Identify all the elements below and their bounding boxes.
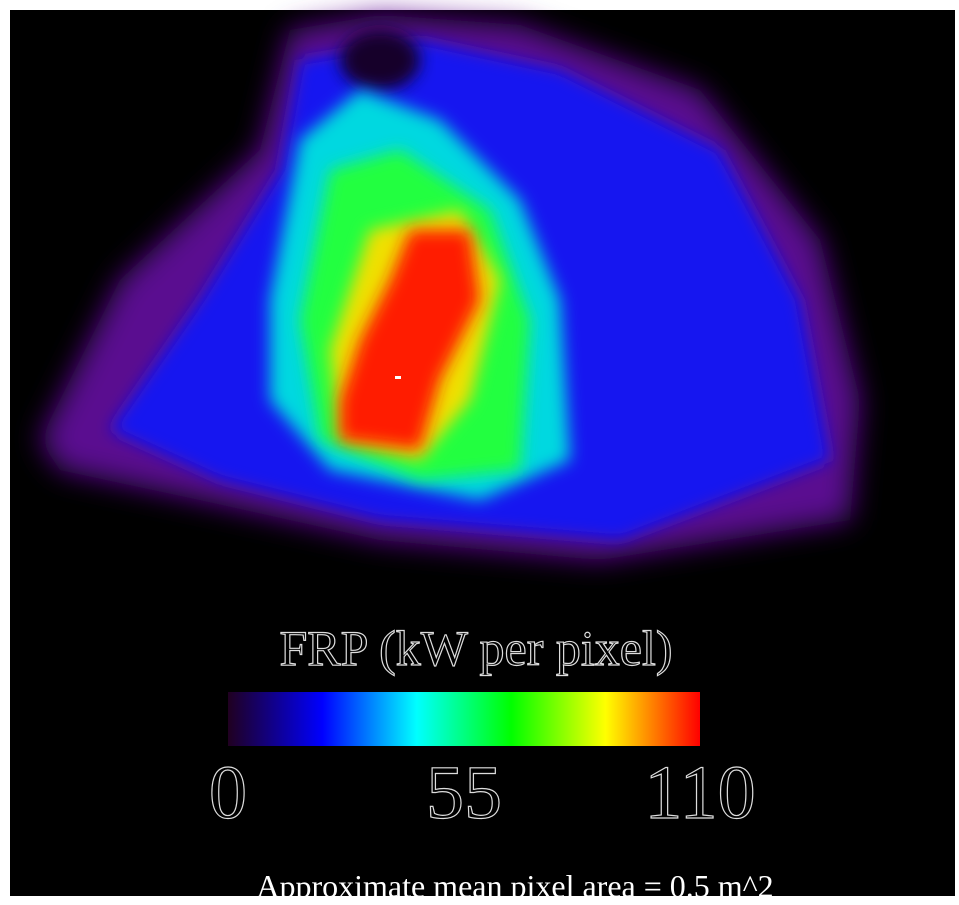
- colorbar-tick-label: 55: [426, 751, 502, 835]
- colorbar-tick-label: 110: [644, 751, 755, 835]
- colorbar-title: FRP (kW per pixel): [279, 620, 672, 676]
- colorbar: [228, 692, 700, 746]
- annotation: Approximate mean pixel area = 0.5 m^2: [256, 868, 773, 904]
- fire-image: [40, 15, 860, 560]
- colorbar-tick-label: 0: [209, 751, 247, 835]
